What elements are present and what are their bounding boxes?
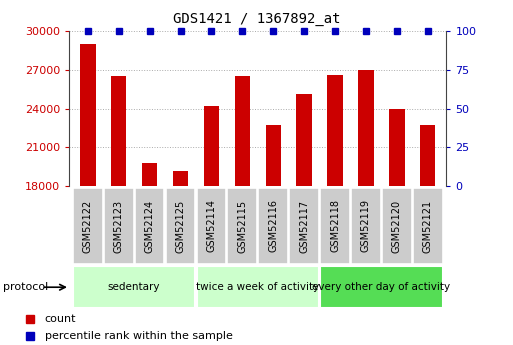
Bar — [351, 188, 381, 264]
Bar — [320, 266, 443, 308]
Text: sedentary: sedentary — [108, 282, 161, 292]
Bar — [173, 171, 188, 345]
Bar — [135, 188, 165, 264]
Text: GDS1421 / 1367892_at: GDS1421 / 1367892_at — [173, 12, 340, 26]
Text: GSM52115: GSM52115 — [238, 199, 247, 253]
Text: count: count — [45, 314, 76, 324]
Bar — [73, 266, 195, 308]
Bar — [111, 76, 126, 345]
Bar — [259, 188, 288, 264]
Bar — [289, 188, 319, 264]
Bar — [320, 188, 350, 264]
Text: GSM52116: GSM52116 — [268, 199, 278, 253]
Bar — [327, 75, 343, 345]
Bar — [142, 163, 157, 345]
Text: percentile rank within the sample: percentile rank within the sample — [45, 331, 232, 341]
Bar — [73, 188, 103, 264]
Bar — [382, 188, 412, 264]
Bar — [104, 188, 133, 264]
Text: GSM52119: GSM52119 — [361, 199, 371, 253]
Bar — [204, 106, 219, 345]
Text: GSM52117: GSM52117 — [299, 199, 309, 253]
Text: protocol: protocol — [3, 282, 48, 292]
Bar — [196, 188, 226, 264]
Bar — [227, 188, 257, 264]
Text: GSM52121: GSM52121 — [423, 199, 433, 253]
Bar — [196, 266, 319, 308]
Text: GSM52118: GSM52118 — [330, 199, 340, 253]
Bar — [266, 126, 281, 345]
Bar — [389, 109, 405, 345]
Text: GSM52125: GSM52125 — [175, 199, 186, 253]
Text: GSM52122: GSM52122 — [83, 199, 93, 253]
Bar — [297, 95, 312, 345]
Bar — [358, 70, 373, 345]
Text: every other day of activity: every other day of activity — [312, 282, 450, 292]
Text: GSM52124: GSM52124 — [145, 199, 154, 253]
Bar — [166, 188, 195, 264]
Text: GSM52114: GSM52114 — [206, 199, 216, 253]
Text: GSM52123: GSM52123 — [114, 199, 124, 253]
Bar — [420, 126, 436, 345]
Text: twice a week of activity: twice a week of activity — [196, 282, 320, 292]
Bar — [234, 76, 250, 345]
Bar — [413, 188, 443, 264]
Text: GSM52120: GSM52120 — [392, 199, 402, 253]
Bar — [80, 44, 95, 345]
